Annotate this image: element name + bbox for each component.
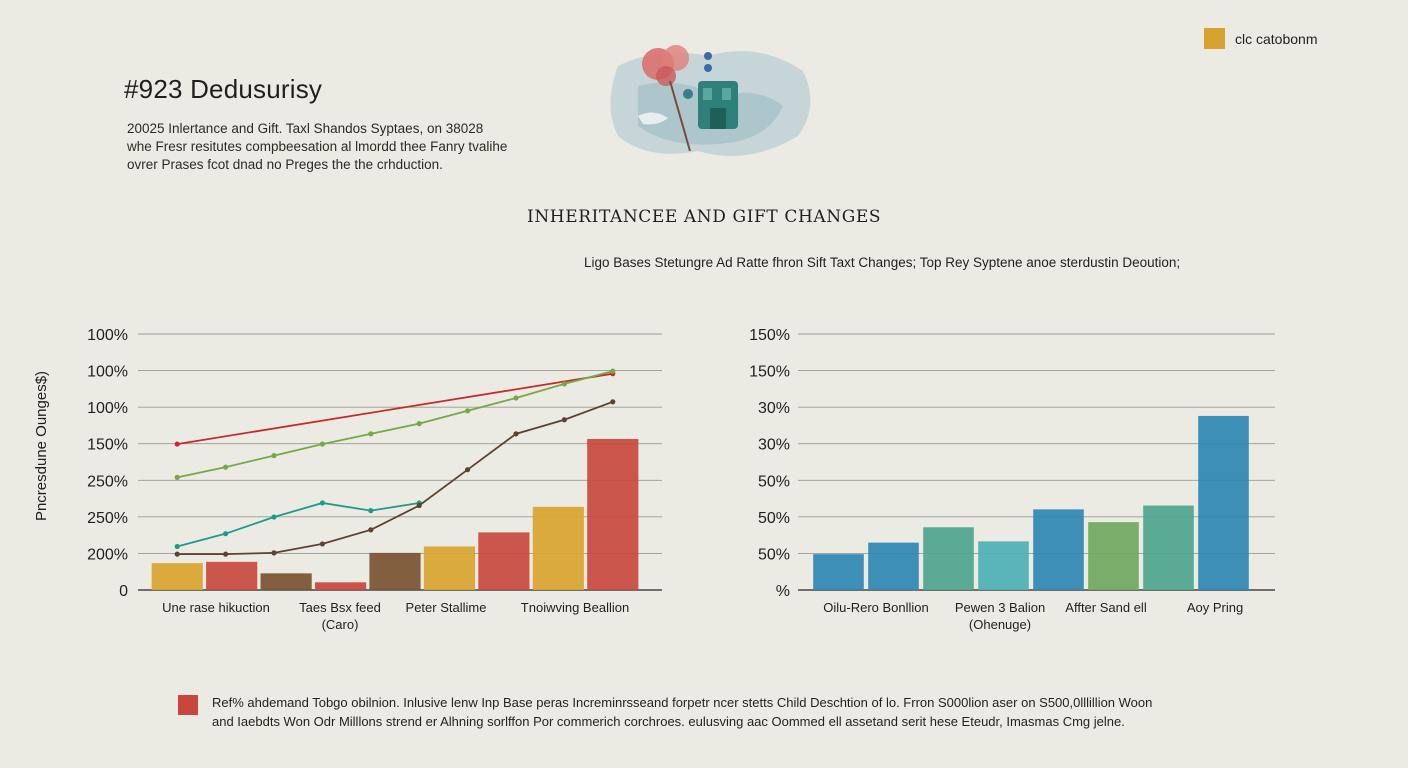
y-tick-label: 250%: [87, 473, 128, 490]
y-tick-label: 150%: [87, 437, 128, 454]
top-legend-swatch: [1204, 28, 1225, 49]
y-tick-label: 50%: [758, 546, 790, 563]
series-point: [271, 453, 277, 459]
right-chart: % 50% 50% 50% 30% 30% 150% 150% Oilu-Rero Bonlli…: [749, 327, 1275, 632]
x-tick-label: Tnoiwving Beallion: [521, 600, 629, 615]
y-axis-title: Pncresdune Ounges$): [33, 371, 50, 521]
y-tick-label: 250%: [87, 510, 128, 527]
series-point: [561, 381, 567, 387]
series-point: [271, 550, 277, 556]
bar: [206, 561, 258, 590]
bar: [1198, 415, 1249, 590]
y-tick-label: 150%: [749, 364, 790, 381]
bar: [1143, 505, 1194, 590]
series-point: [174, 441, 180, 447]
series-line: [176, 502, 420, 548]
series-point: [368, 527, 374, 533]
series-line: [177, 400, 614, 556]
bar: [151, 563, 203, 590]
series-point: [368, 508, 374, 514]
bar: [1088, 522, 1139, 590]
series-point: [464, 408, 471, 414]
x-tick-label: Aoy Pring: [1187, 600, 1243, 615]
bar: [978, 541, 1029, 590]
chart-subtitle: Ligo Bases Stetungre Ad Ratte fhron Sift…: [584, 255, 1181, 270]
series-line: [177, 370, 614, 479]
y-tick-label: 100%: [87, 327, 128, 344]
series-point: [319, 541, 326, 547]
series-point: [416, 502, 422, 509]
intro-line: 20025 Inlertance and Gift. Taxl Shandos …: [127, 121, 484, 136]
footer-line: and Iaebdts Won Odr Milllons strend er A…: [212, 714, 1125, 729]
y-tick-label: 50%: [758, 473, 790, 490]
x-tick-label: Peter Stallime: [406, 600, 487, 615]
bar: [369, 552, 421, 590]
bar: [587, 438, 639, 590]
y-tick-label: 100%: [87, 364, 128, 381]
intro-line: whe Fresr resitutes compbeesation al lmo…: [127, 139, 508, 154]
footer-note: Ref% ahdemand Tobgo obilnion. Inlusive l…: [178, 693, 1152, 731]
y-tick-label: 30%: [758, 400, 790, 417]
intro-paragraph: 20025 Inlertance and Gift. Taxl Shandos …: [127, 120, 547, 174]
left-chart: 0 200% 250% 250% 150% 100% 100% 100% Une rase hi…: [33, 327, 662, 632]
bar: [1033, 509, 1084, 590]
x-tick-label: (Ohenuge): [969, 617, 1031, 632]
series-point: [319, 500, 326, 506]
y-tick-label: 100%: [87, 400, 128, 417]
bar: [532, 506, 584, 590]
series-point: [319, 441, 326, 447]
bar: [868, 542, 919, 590]
footer-swatch: [178, 695, 198, 715]
series-point: [223, 464, 229, 470]
intro-line: ovrer Prases fcot dnad no Preges the the…: [127, 157, 443, 172]
x-tick-label: Une rase hikuction: [162, 600, 270, 615]
series-point: [174, 551, 180, 557]
series-point: [223, 531, 229, 537]
x-tick-label: Taes Bsx feed: [299, 600, 381, 615]
bar: [423, 546, 476, 590]
series-point: [174, 474, 180, 480]
x-tick-label: Pewen 3 Balion: [955, 600, 1045, 615]
y-tick-label: 200%: [87, 546, 128, 563]
bar: [478, 532, 530, 590]
y-tick-label: %: [776, 583, 790, 600]
bar: [923, 527, 974, 590]
x-tick-label: Affter Sand ell: [1065, 600, 1147, 615]
y-tick-label: 150%: [749, 327, 790, 344]
series-point: [368, 431, 374, 437]
series-point: [416, 421, 422, 427]
series-point: [561, 417, 567, 423]
top-legend: clc catobonm: [1204, 28, 1317, 49]
footer-line: Ref% ahdemand Tobgo obilnion. Inlusive l…: [212, 695, 1153, 710]
bar: [260, 573, 312, 590]
series-point: [223, 551, 229, 557]
page-title: #923 Dedusurisy: [124, 74, 323, 104]
series-point: [610, 368, 616, 374]
y-tick-label: 50%: [758, 510, 790, 527]
footer-text: Ref% ahdemand Tobgo obilnion. Inlusive l…: [212, 693, 1152, 731]
series-point: [464, 467, 471, 473]
series-point: [513, 431, 519, 437]
watercolor-illustration: [610, 45, 811, 156]
x-tick-label: (Caro): [322, 617, 359, 632]
series-point: [174, 543, 180, 550]
series-point: [513, 395, 519, 401]
y-tick-label: 30%: [758, 437, 790, 454]
top-legend-label: clc catobonm: [1235, 30, 1318, 47]
y-tick-label: 0: [119, 583, 128, 600]
chart-heading-text: INHERITANCEE AND GIFT CHANGES: [527, 207, 882, 227]
x-tick-label: Oilu-Rero Bonllion: [823, 600, 929, 615]
series-point: [610, 399, 616, 405]
bar: [813, 554, 864, 590]
series-point: [271, 514, 277, 520]
bar: [314, 582, 367, 590]
series-line: [177, 372, 613, 445]
